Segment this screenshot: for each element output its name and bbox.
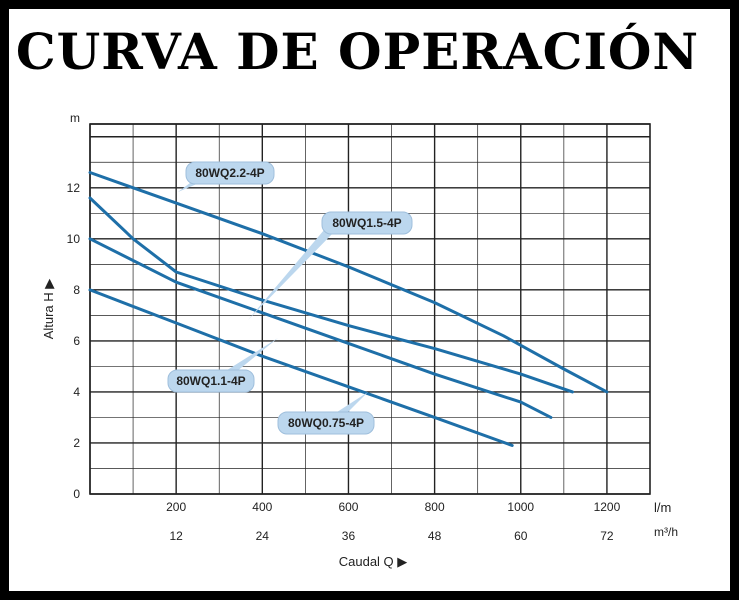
- x-tick-label-primary: 800: [425, 500, 445, 514]
- curve-line: [88, 237, 553, 419]
- y-tick-label: 6: [73, 334, 80, 348]
- curve-label-text: 80WQ1.5-4P: [332, 216, 401, 230]
- x-tick-label-primary: 600: [338, 500, 358, 514]
- x-axis-title: Caudal Q ▶: [339, 554, 408, 569]
- curve-label-pointer: [224, 338, 278, 372]
- curve-label-bubble: [185, 161, 275, 185]
- curve-label-text: 80WQ0.75-4P: [288, 416, 364, 430]
- y-axis-title: Altura H ▶: [41, 279, 56, 340]
- x-tick-label-secondary: 12: [169, 529, 183, 543]
- x-tick-label-primary: 400: [252, 500, 272, 514]
- x-tick-label-primary: 1000: [507, 500, 534, 514]
- curve-label-text: 80WQ1.1-4P: [176, 374, 245, 388]
- curve-label-bubble: [277, 411, 375, 435]
- y-unit-label: m: [70, 111, 80, 125]
- plot-area-border: [89, 123, 651, 495]
- curve-label-bubble: [321, 211, 413, 235]
- x-tick-label-secondary: 72: [600, 529, 614, 543]
- x-tick-label-primary: 1200: [594, 500, 621, 514]
- y-tick-label: 8: [73, 283, 80, 297]
- y-tick-label: 2: [73, 436, 80, 450]
- x-tick-label-secondary: 48: [428, 529, 442, 543]
- page-title: CURVA DE OPERACIÓN: [15, 22, 700, 81]
- x-unit-primary: l/m: [654, 500, 671, 515]
- curve-label-text: 80WQ2.2-4P: [195, 166, 264, 180]
- x-tick-label-primary: 200: [166, 500, 186, 514]
- x-tick-label-secondary: 60: [514, 529, 528, 543]
- curve-label-pointer: [248, 230, 336, 320]
- y-tick-label: 4: [73, 385, 80, 399]
- x-tick-label-secondary: 24: [256, 529, 270, 543]
- curve-label-pointer: [334, 392, 368, 414]
- curve-line: [88, 196, 574, 394]
- curve-line: [88, 171, 609, 394]
- y-tick-label: 0: [73, 487, 80, 501]
- curve-label-bubble: [167, 369, 255, 393]
- x-tick-label-secondary: 36: [342, 529, 356, 543]
- curve-line: [88, 288, 514, 447]
- y-tick-label: 12: [67, 181, 81, 195]
- x-unit-secondary: m³/h: [654, 525, 678, 539]
- y-tick-label: 10: [67, 232, 81, 246]
